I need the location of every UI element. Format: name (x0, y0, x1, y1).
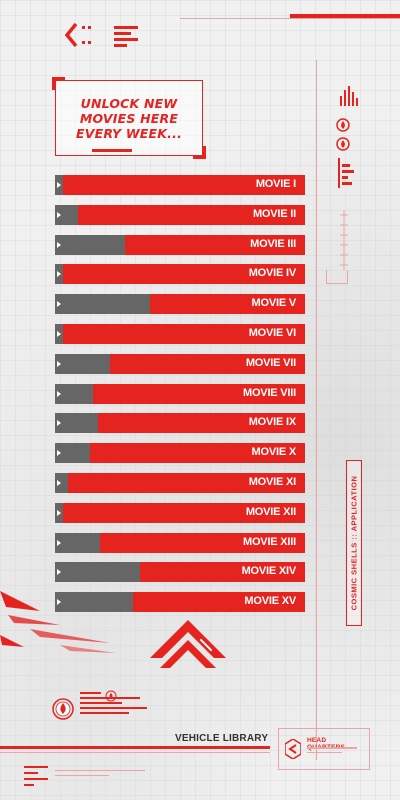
bracket-deco (326, 270, 348, 284)
movie-label: MOVIE VIII (242, 386, 296, 399)
movie-item[interactable]: MOVIE I (55, 175, 305, 195)
movie-item[interactable]: MOVIE XIII (55, 532, 305, 553)
movie-item[interactable]: MOVIE VIII (55, 383, 305, 404)
right-frame-line (316, 60, 317, 760)
bottom-thin-line (0, 752, 270, 753)
top-accent-line (290, 14, 400, 18)
movie-label: MOVIE IX (248, 416, 297, 429)
movie-item[interactable]: MOVIE II (55, 204, 305, 225)
side-tab-app[interactable]: COSMIC SHELLS :: APPLICATION (346, 460, 362, 626)
bottom-accent-line (0, 746, 270, 749)
headline-text: UNLOCK NEW MOVIES HERE EVERY WEEK... (75, 95, 183, 141)
movie-progress-bar (55, 592, 133, 613)
movie-item[interactable]: MOVIE XII (55, 502, 305, 523)
info-lines-deco (80, 692, 150, 717)
head-quarters-button[interactable]: HEAD QUARTERS... (278, 728, 370, 770)
ruler-deco (340, 210, 348, 270)
flame-icon[interactable] (52, 698, 74, 720)
chevron-up-icon[interactable] (148, 618, 228, 674)
movie-item[interactable]: MOVIE IX (55, 413, 305, 434)
movie-item[interactable]: MOVIE III (55, 234, 305, 255)
vehicle-library-link[interactable]: VEHICLE LIBRARY (175, 733, 269, 744)
headline-deco-line (92, 149, 132, 152)
movie-label: MOVIE XV (244, 595, 296, 608)
movie-progress-bar (55, 204, 78, 225)
movie-label: MOVIE X (251, 446, 297, 459)
movie-progress-bar (55, 472, 68, 493)
movie-item[interactable]: MOVIE VII (55, 353, 305, 374)
movie-progress-bar (55, 264, 63, 285)
headline-box: UNLOCK NEW MOVIES HERE EVERY WEEK... (52, 77, 206, 159)
movie-item[interactable]: MOVIE XI (55, 472, 305, 493)
movie-item[interactable]: MOVIE XIV (55, 562, 305, 583)
movie-progress-bar (55, 502, 63, 523)
shard-deco (0, 591, 116, 653)
movie-progress-bar (55, 294, 150, 315)
movie-label: MOVIE VI (248, 326, 297, 339)
top-thin-line (180, 18, 400, 19)
movie-progress-bar (55, 234, 125, 255)
bottom-text-deco (55, 770, 145, 780)
movie-item[interactable]: MOVIE VI (55, 323, 305, 344)
movie-progress-bar (55, 413, 98, 434)
chevron-left-icon[interactable] (62, 20, 96, 50)
movie-label: MOVIE V (251, 297, 297, 310)
stats-chart-icon (338, 158, 354, 188)
top-code-deco (114, 26, 138, 50)
signal-bars-icon (340, 86, 358, 106)
movie-item[interactable]: MOVIE IV (55, 264, 305, 285)
flame-badge-icon (336, 118, 350, 132)
movie-label: MOVIE VII (245, 356, 296, 369)
hq-sub-lines (307, 747, 357, 756)
movie-progress-bar (55, 532, 100, 553)
bottom-code-deco (24, 766, 48, 790)
movie-progress-bar (55, 323, 63, 344)
movie-item[interactable]: MOVIE X (55, 443, 305, 464)
flame-badge-icon (336, 137, 350, 151)
movie-label: MOVIE IV (248, 267, 297, 280)
movie-label: MOVIE XI (248, 475, 297, 488)
movie-list: MOVIE I MOVIE II MOVIE III MOVIE IV MOVIE V M… (55, 175, 305, 622)
hq-logo-icon (285, 739, 301, 759)
movie-label: MOVIE I (255, 178, 296, 190)
movie-progress-bar (55, 383, 93, 404)
movie-label: MOVIE XIV (241, 565, 297, 578)
movie-item[interactable]: MOVIE V (55, 294, 305, 315)
movie-progress-bar (55, 562, 140, 583)
movie-progress-bar (55, 443, 90, 464)
movie-label: MOVIE II (252, 207, 296, 220)
movie-label: MOVIE XII (245, 505, 296, 518)
movie-label: MOVIE XIII (242, 535, 296, 548)
movie-label: MOVIE III (250, 237, 296, 250)
movie-progress-bar (55, 175, 63, 195)
movie-item[interactable]: MOVIE XV (55, 592, 305, 613)
movie-progress-bar (55, 353, 110, 374)
side-tab-label: COSMIC SHELLS :: APPLICATION (349, 475, 359, 611)
